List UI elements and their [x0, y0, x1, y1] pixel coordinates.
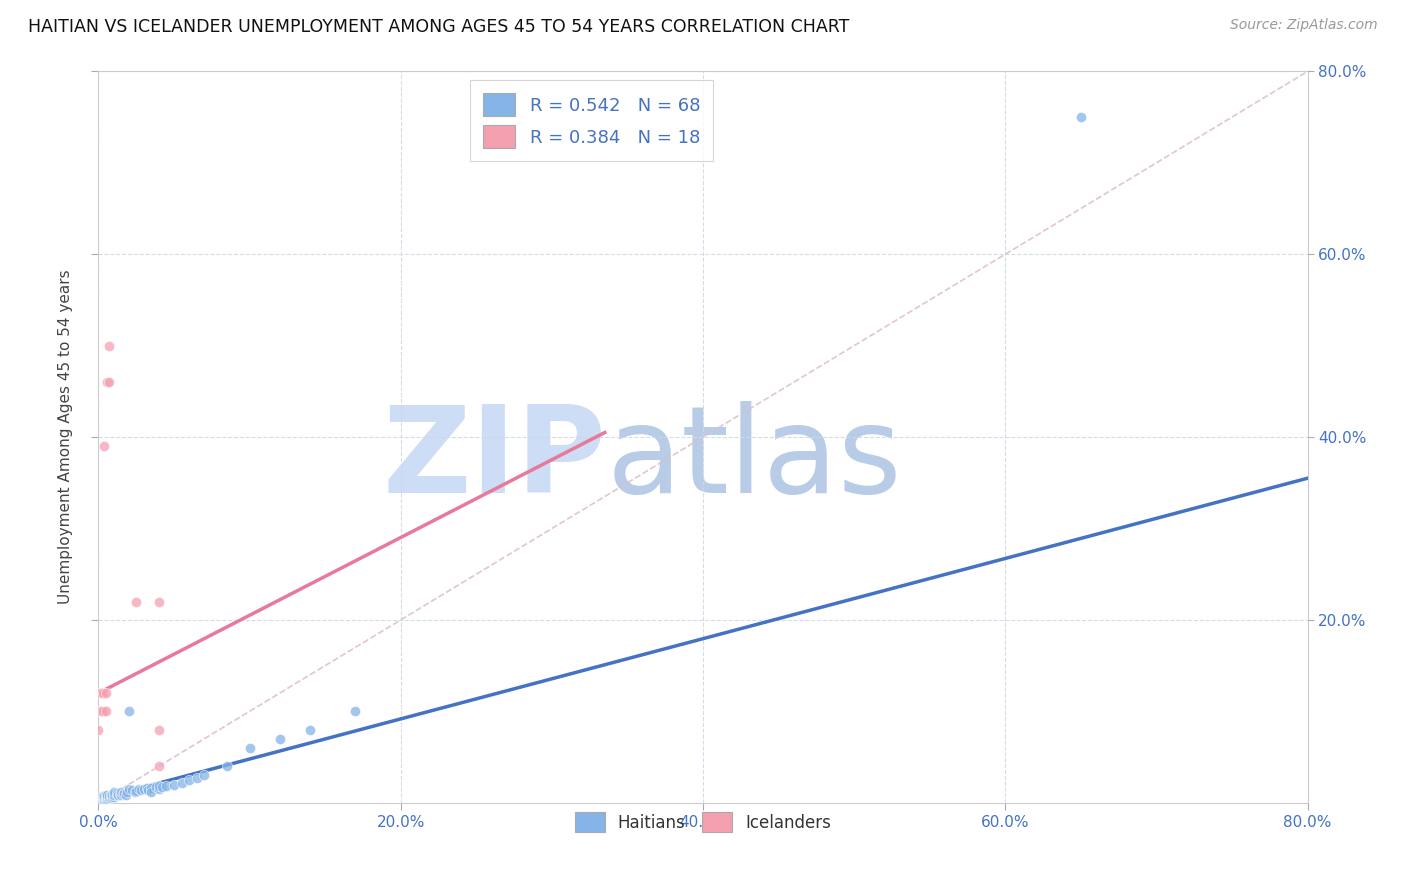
Point	[239, 740, 262, 755]
Point	[87, 791, 110, 805]
Text: atlas: atlas	[606, 401, 901, 517]
Point	[89, 705, 111, 719]
Point	[100, 789, 122, 803]
Point	[186, 771, 208, 785]
Point	[148, 759, 170, 773]
Point	[125, 594, 148, 608]
Point	[91, 789, 114, 804]
Point	[115, 785, 138, 799]
Point	[90, 792, 112, 806]
Point	[141, 781, 163, 796]
Point	[94, 686, 117, 700]
Point	[90, 794, 112, 808]
Point	[96, 789, 118, 803]
Point	[94, 791, 117, 805]
Point	[108, 787, 131, 801]
Point	[132, 782, 155, 797]
Point	[105, 786, 128, 800]
Point	[155, 780, 177, 794]
Point	[299, 723, 322, 737]
Text: ZIP: ZIP	[382, 401, 606, 517]
Point	[98, 338, 121, 352]
Point	[87, 705, 110, 719]
Point	[179, 772, 201, 787]
Point	[148, 723, 170, 737]
Point	[163, 778, 186, 792]
Point	[90, 686, 112, 700]
Point	[100, 791, 122, 805]
Point	[98, 789, 121, 804]
Point	[90, 705, 112, 719]
Point	[145, 780, 167, 795]
Point	[103, 785, 125, 799]
Point	[344, 705, 367, 719]
Point	[110, 789, 132, 803]
Point	[193, 768, 215, 782]
Point	[215, 759, 238, 773]
Point	[150, 780, 173, 795]
Point	[89, 792, 111, 806]
Point	[91, 705, 114, 719]
Text: HAITIAN VS ICELANDER UNEMPLOYMENT AMONG AGES 45 TO 54 YEARS CORRELATION CHART: HAITIAN VS ICELANDER UNEMPLOYMENT AMONG …	[28, 18, 849, 36]
Point	[90, 790, 112, 805]
Point	[129, 783, 152, 797]
Point	[112, 786, 135, 800]
Point	[87, 794, 110, 808]
Legend: Haitians, Icelanders: Haitians, Icelanders	[568, 805, 838, 838]
Point	[124, 785, 146, 799]
Point	[94, 705, 117, 719]
Point	[269, 731, 291, 746]
Point	[110, 785, 132, 799]
Point	[98, 791, 121, 805]
Text: Source: ZipAtlas.com: Source: ZipAtlas.com	[1230, 18, 1378, 32]
Point	[148, 780, 170, 794]
Point	[94, 789, 117, 804]
Point	[136, 783, 159, 797]
Point	[94, 793, 117, 807]
Point	[93, 791, 115, 805]
Point	[121, 783, 143, 797]
Point	[170, 775, 193, 789]
Point	[101, 790, 124, 805]
Point	[135, 781, 157, 796]
Point	[105, 789, 128, 803]
Point	[107, 788, 129, 802]
Point	[118, 782, 141, 797]
Point	[125, 784, 148, 798]
Point	[103, 790, 125, 805]
Point	[93, 789, 115, 804]
Point	[96, 790, 118, 805]
Point	[93, 439, 115, 453]
Point	[87, 796, 110, 810]
Point	[96, 375, 118, 389]
Point	[111, 787, 134, 801]
Y-axis label: Unemployment Among Ages 45 to 54 years: Unemployment Among Ages 45 to 54 years	[58, 269, 73, 605]
Point	[101, 788, 124, 802]
Point	[96, 792, 118, 806]
Point	[103, 788, 125, 802]
Point	[141, 785, 163, 799]
Point	[91, 793, 114, 807]
Point	[89, 686, 111, 700]
Point	[98, 375, 121, 389]
Point	[114, 788, 136, 802]
Point	[118, 705, 141, 719]
Point	[148, 594, 170, 608]
Point	[91, 791, 114, 805]
Point	[148, 782, 170, 797]
Point	[94, 788, 117, 802]
Point	[1070, 110, 1092, 124]
Point	[93, 793, 115, 807]
Point	[91, 686, 114, 700]
Point	[128, 782, 150, 797]
Point	[89, 794, 111, 808]
Point	[87, 723, 110, 737]
